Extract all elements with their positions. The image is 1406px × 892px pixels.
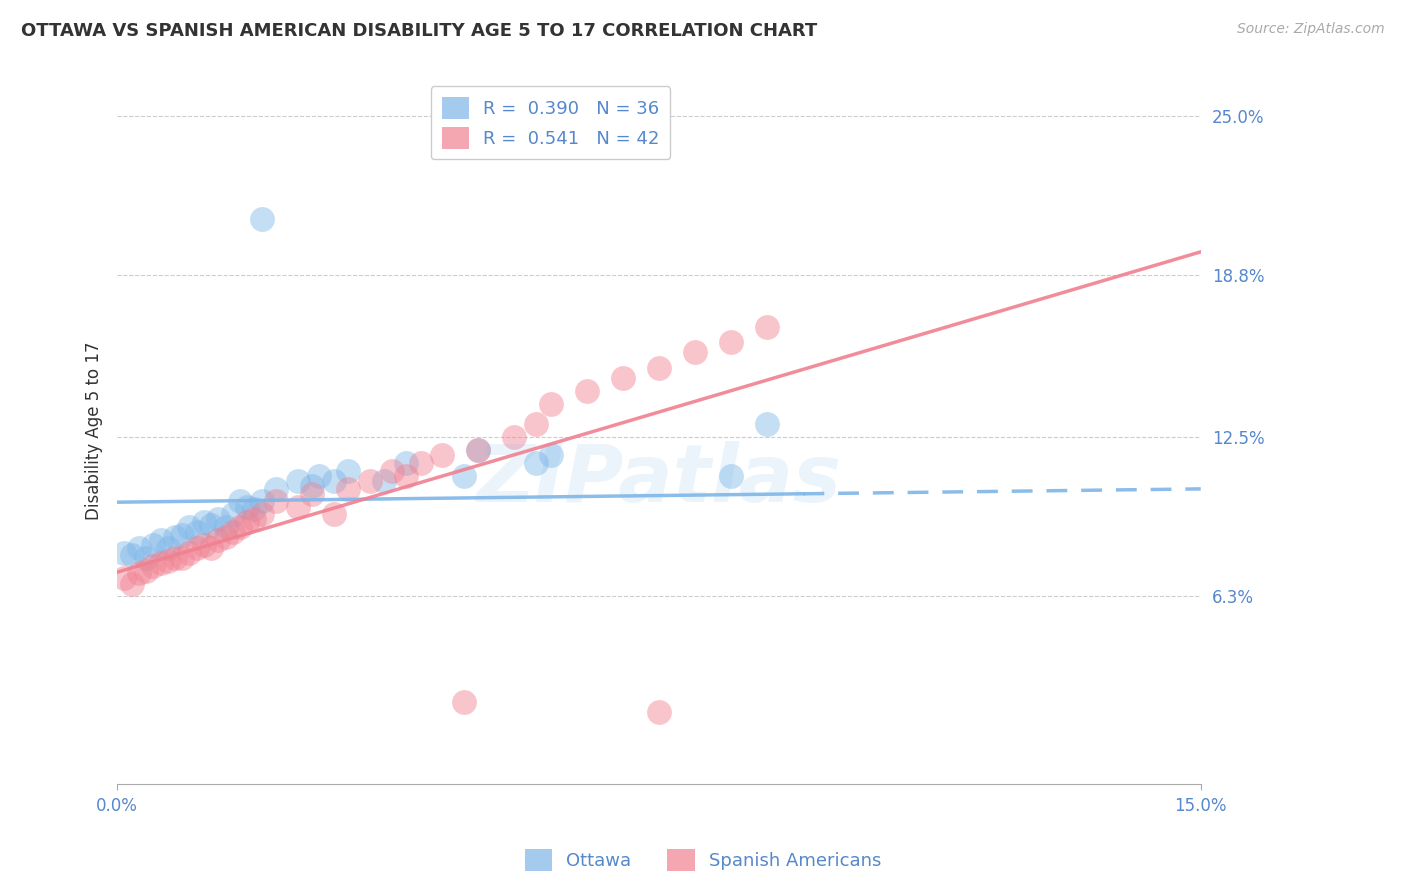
Point xyxy=(467,443,489,458)
Point xyxy=(193,515,215,529)
Point xyxy=(142,538,165,552)
Point xyxy=(575,384,598,398)
Point xyxy=(250,508,273,522)
Point xyxy=(264,494,287,508)
Point xyxy=(720,335,742,350)
Point xyxy=(503,430,526,444)
Point xyxy=(648,360,671,375)
Point xyxy=(207,512,229,526)
Point xyxy=(381,464,404,478)
Point xyxy=(112,546,135,560)
Point xyxy=(186,541,208,555)
Point xyxy=(163,550,186,565)
Point xyxy=(453,695,475,709)
Point xyxy=(467,443,489,458)
Text: Source: ZipAtlas.com: Source: ZipAtlas.com xyxy=(1237,22,1385,37)
Point xyxy=(395,468,418,483)
Point xyxy=(156,541,179,555)
Point xyxy=(149,533,172,547)
Point xyxy=(243,502,266,516)
Point xyxy=(128,566,150,581)
Point xyxy=(250,494,273,508)
Point xyxy=(287,474,309,488)
Point xyxy=(308,468,330,483)
Point xyxy=(200,517,222,532)
Point xyxy=(243,512,266,526)
Point xyxy=(142,558,165,573)
Point xyxy=(322,474,344,488)
Point xyxy=(179,520,201,534)
Point xyxy=(648,705,671,719)
Point xyxy=(453,468,475,483)
Point xyxy=(264,482,287,496)
Point xyxy=(720,468,742,483)
Y-axis label: Disability Age 5 to 17: Disability Age 5 to 17 xyxy=(86,342,103,520)
Point xyxy=(236,500,259,514)
Point xyxy=(683,345,706,359)
Point xyxy=(172,550,194,565)
Point xyxy=(301,479,323,493)
Point xyxy=(121,549,143,563)
Legend: R =  0.390   N = 36, R =  0.541   N = 42: R = 0.390 N = 36, R = 0.541 N = 42 xyxy=(430,87,671,160)
Point xyxy=(287,500,309,514)
Legend: Ottawa, Spanish Americans: Ottawa, Spanish Americans xyxy=(517,842,889,879)
Point xyxy=(163,530,186,544)
Point xyxy=(373,474,395,488)
Point xyxy=(121,576,143,591)
Point xyxy=(135,550,157,565)
Point xyxy=(612,371,634,385)
Point xyxy=(149,556,172,570)
Point xyxy=(409,456,432,470)
Point xyxy=(128,541,150,555)
Point xyxy=(337,464,360,478)
Point xyxy=(214,530,236,544)
Point xyxy=(112,572,135,586)
Point xyxy=(524,456,547,470)
Point xyxy=(179,546,201,560)
Point xyxy=(135,564,157,578)
Point xyxy=(524,417,547,432)
Point xyxy=(337,482,360,496)
Point xyxy=(200,541,222,555)
Point xyxy=(229,494,252,508)
Point xyxy=(395,456,418,470)
Point xyxy=(756,417,779,432)
Text: OTTAWA VS SPANISH AMERICAN DISABILITY AGE 5 TO 17 CORRELATION CHART: OTTAWA VS SPANISH AMERICAN DISABILITY AG… xyxy=(21,22,817,40)
Point xyxy=(229,520,252,534)
Text: ZIPatlas: ZIPatlas xyxy=(477,442,841,519)
Point xyxy=(301,486,323,500)
Point xyxy=(186,525,208,540)
Point xyxy=(214,520,236,534)
Point xyxy=(207,533,229,547)
Point xyxy=(156,553,179,567)
Point xyxy=(193,538,215,552)
Point xyxy=(222,525,245,540)
Point xyxy=(222,508,245,522)
Point xyxy=(250,211,273,226)
Point xyxy=(756,319,779,334)
Point xyxy=(540,397,562,411)
Point xyxy=(359,474,381,488)
Point xyxy=(236,515,259,529)
Point xyxy=(432,448,454,462)
Point xyxy=(540,448,562,462)
Point xyxy=(172,528,194,542)
Point xyxy=(322,508,344,522)
